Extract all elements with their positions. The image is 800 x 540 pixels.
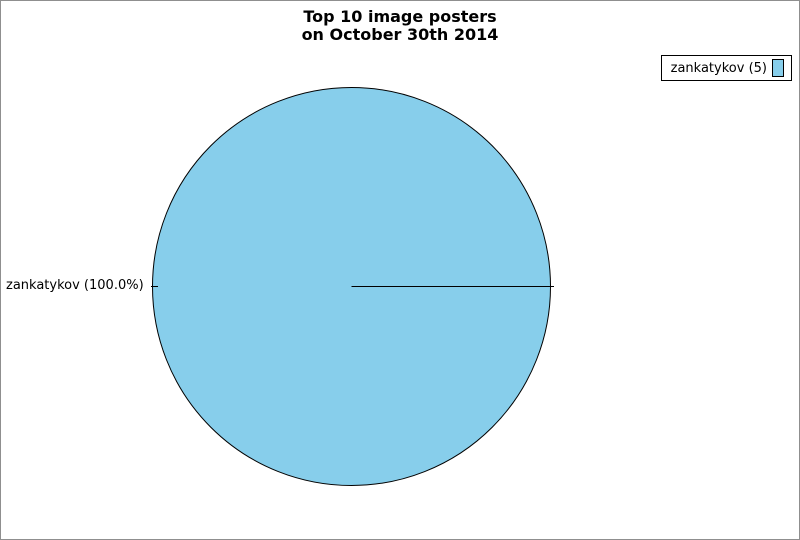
chart-title-line2: on October 30th 2014 xyxy=(301,25,499,44)
legend-swatch-rect xyxy=(772,59,784,77)
slice-label: zankatykov (100.0%) xyxy=(6,278,144,293)
legend-box: zankatykov (5) xyxy=(660,55,792,81)
legend-entry-label: zankatykov (5) xyxy=(670,60,767,76)
chart-title: Top 10 image posters on October 30th 201… xyxy=(1,8,799,44)
legend-swatch xyxy=(772,59,784,77)
chart-title-line1: Top 10 image posters xyxy=(303,7,497,26)
